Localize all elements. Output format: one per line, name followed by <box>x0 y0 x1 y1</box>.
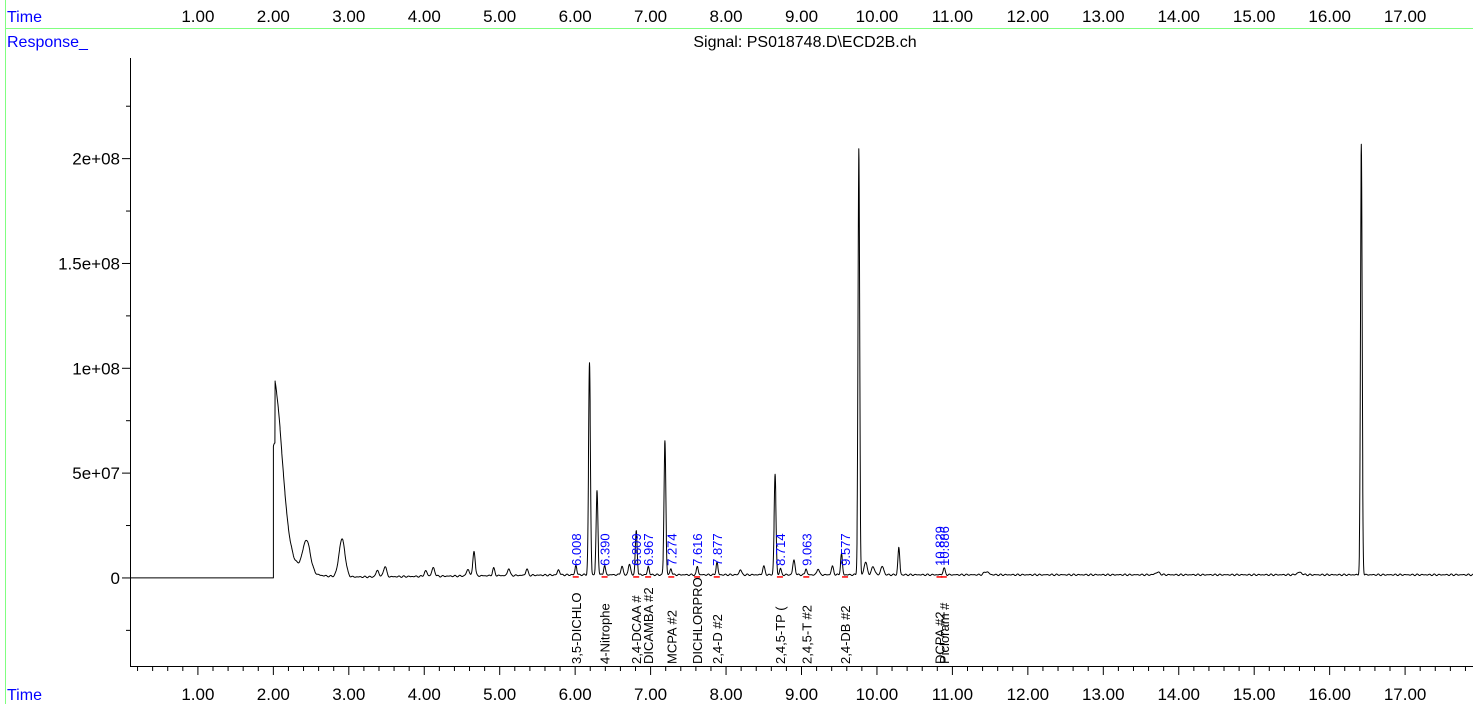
retention-time-label: 7.877 <box>710 533 725 566</box>
top-tick-label: 15.00 <box>1233 7 1276 26</box>
retention-time-label: 7.616 <box>690 533 705 566</box>
compound-label: DICHLORPRO <box>690 577 705 664</box>
compound-label: DICAMBA #2 <box>641 587 656 664</box>
top-tick-label: 7.00 <box>634 7 667 26</box>
top-tick-label: 14.00 <box>1157 7 1200 26</box>
top-tick-label: 4.00 <box>408 7 441 26</box>
y-axis-ticks: 0 5e+07 1e+08 1.5e+08 2e+08 <box>58 105 130 631</box>
bottom-time-label: Time <box>7 687 42 704</box>
compound-label: 3,5-DICHLO <box>569 592 584 664</box>
x-tick-label: 7.00 <box>634 685 667 704</box>
compound-label: 2,4,5-TP ( <box>773 606 788 664</box>
y-tick-label: 5e+07 <box>72 464 120 483</box>
top-tick-label: 9.00 <box>785 7 818 26</box>
response-axis-label: Response_ <box>7 34 89 51</box>
retention-time-label: 10.886 <box>937 526 952 566</box>
y-tick-label: 0 <box>111 569 120 588</box>
bottom-time-ticks: 1.00 2.00 3.00 4.00 5.00 6.00 7.00 8.00 9.00 10.0… <box>137 666 1466 704</box>
top-time-ticks: 1.00 2.00 3.00 4.00 5.00 6.00 7.00 8.00 9.00 10.0… <box>181 7 1426 26</box>
retention-time-label: 9.063 <box>799 533 814 566</box>
top-tick-label: 8.00 <box>710 7 743 26</box>
y-tick-label: 2e+08 <box>72 150 120 169</box>
top-time-label: Time <box>7 9 42 26</box>
x-tick-label: 15.00 <box>1233 685 1276 704</box>
x-tick-label: 12.00 <box>1007 685 1050 704</box>
signal-trace <box>130 143 1473 579</box>
compound-label: 2,4-D #2 <box>710 614 725 664</box>
top-tick-label: 12.00 <box>1007 7 1050 26</box>
retention-time-label: 6.390 <box>598 533 613 566</box>
top-tick-label: 5.00 <box>483 7 516 26</box>
compound-label: Picloram # <box>937 602 952 664</box>
retention-time-label: 10.829 <box>933 526 948 566</box>
compound-label: DCPA #2 <box>933 611 948 664</box>
x-tick-label: 6.00 <box>559 685 592 704</box>
x-tick-label: 9.00 <box>785 685 818 704</box>
y-tick-label: 1e+08 <box>72 359 120 378</box>
compound-label: 4-Nitrophe <box>598 603 613 664</box>
top-tick-label: 13.00 <box>1082 7 1125 26</box>
top-tick-label: 11.00 <box>932 7 973 26</box>
x-tick-label: 16.00 <box>1308 685 1351 704</box>
compound-label: 2,4,5-T #2 <box>799 605 814 664</box>
x-tick-label: 8.00 <box>710 685 743 704</box>
x-tick-label: 2.00 <box>257 685 290 704</box>
y-tick-label: 1.5e+08 <box>58 254 120 273</box>
x-tick-label: 17.00 <box>1384 685 1427 704</box>
top-tick-label: 2.00 <box>257 7 290 26</box>
x-tick-label: 14.00 <box>1157 685 1200 704</box>
x-tick-label: 10.00 <box>856 685 899 704</box>
x-tick-label: 13.00 <box>1082 685 1125 704</box>
x-tick-label: 11.00 <box>932 685 973 704</box>
retention-time-label: 6.008 <box>569 533 584 566</box>
retention-time-label: 8.714 <box>773 533 788 566</box>
x-tick-label: 1.00 <box>181 685 214 704</box>
top-tick-label: 6.00 <box>559 7 592 26</box>
top-tick-label: 17.00 <box>1384 7 1427 26</box>
x-tick-label: 5.00 <box>483 685 516 704</box>
peak-annotations: 6.008 3,5-DICHLO 6.390 4-Nitrophe 6.809 2,4-D… <box>569 526 952 664</box>
compound-label: 2,4-DB #2 <box>838 605 853 664</box>
x-tick-label: 3.00 <box>332 685 365 704</box>
compound-label: MCPA #2 <box>664 610 679 664</box>
top-tick-label: 10.00 <box>856 7 899 26</box>
retention-time-label: 6.809 <box>629 533 644 566</box>
top-tick-label: 1.00 <box>181 7 214 26</box>
x-tick-label: 4.00 <box>408 685 441 704</box>
retention-time-label: 9.577 <box>838 533 853 566</box>
compound-label: 2,4-DCAA # <box>629 595 644 664</box>
retention-time-label: 6.967 <box>641 533 656 566</box>
signal-title: Signal: PS018748.D\ECD2B.ch <box>693 34 916 51</box>
retention-time-label: 7.274 <box>664 533 679 566</box>
top-tick-label: 16.00 <box>1308 7 1351 26</box>
top-tick-label: 3.00 <box>332 7 365 26</box>
